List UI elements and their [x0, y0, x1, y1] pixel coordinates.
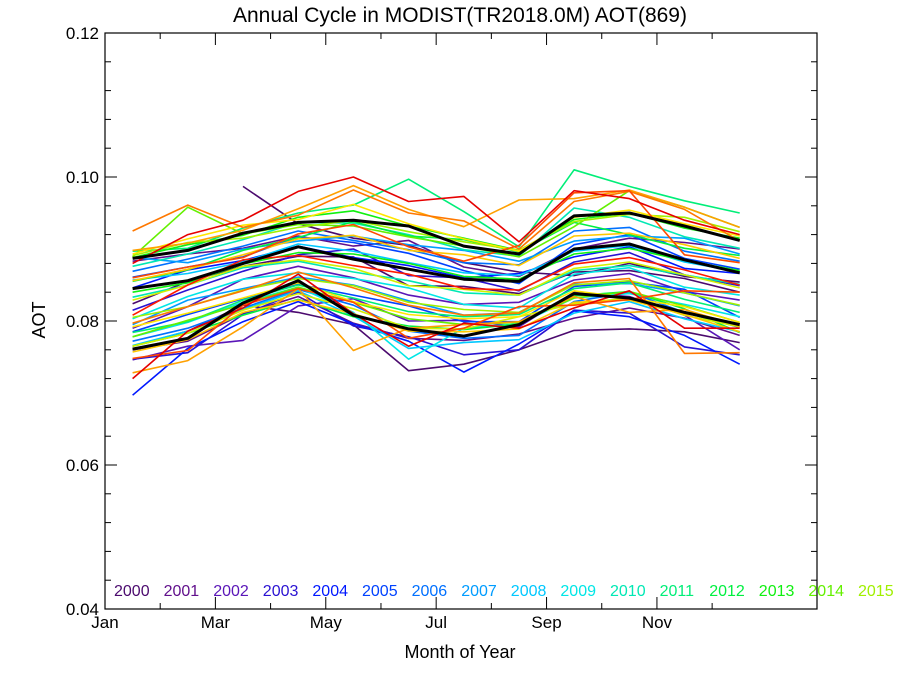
- legend: 2000 2001 2002 2003 2004 2005 2006 2007 2008 2009…: [114, 583, 894, 600]
- y-tick-label: 0.08: [66, 312, 99, 331]
- series-line-41: [132, 287, 740, 374]
- series-line-10: [132, 300, 741, 396]
- legend-entry-2007: 2007: [461, 583, 497, 600]
- series-line-42: [132, 189, 741, 250]
- legend-entry-2001: 2001: [164, 583, 200, 600]
- series-line-47: [132, 176, 740, 265]
- y-axis-label: AOT: [29, 301, 49, 338]
- series-line-38: [132, 232, 740, 282]
- x-tick-label: Mar: [201, 613, 231, 632]
- series-line-8: [132, 248, 740, 311]
- series-line-46: [132, 254, 740, 316]
- x-axis-label: Month of Year: [404, 642, 515, 662]
- y-tick-label: 0.12: [66, 24, 99, 43]
- series-line-36: [132, 203, 740, 255]
- series-line-34: [132, 259, 740, 301]
- series-line-20: [132, 266, 740, 320]
- y-tick-label: 0.06: [66, 456, 99, 475]
- series-line-15: [132, 226, 740, 273]
- series-line-51: [132, 279, 741, 351]
- legend-entry-2010: 2010: [610, 583, 646, 600]
- legend-entry-2005: 2005: [362, 583, 398, 600]
- legend-entry-2012: 2012: [709, 583, 745, 600]
- series-line-24: [132, 169, 740, 252]
- legend-entry-2013: 2013: [759, 583, 795, 600]
- legend-entry-2006: 2006: [412, 583, 448, 600]
- series-line-26: [132, 220, 740, 283]
- series-line-40: [132, 184, 740, 252]
- series-line-43: [132, 271, 740, 355]
- legend-entry-2000: 2000: [114, 583, 150, 600]
- series-line-49: [132, 211, 741, 260]
- series-line-48: [132, 273, 740, 380]
- legend-entry-2003: 2003: [263, 583, 299, 600]
- series-line-6: [132, 265, 740, 329]
- x-tick-label: Sep: [531, 613, 561, 632]
- legend-entry-2014: 2014: [808, 583, 844, 600]
- x-tick-label: Jul: [425, 613, 447, 632]
- axes: 0.04 0.06 0.08 0.10 0.12 Jan Mar May Jul Sep Nov: [66, 24, 818, 632]
- series-line-50: [132, 242, 741, 291]
- series-line-21: [132, 286, 740, 360]
- legend-entry-2009: 2009: [560, 583, 596, 600]
- legend-entry-2002: 2002: [213, 583, 249, 600]
- legend-entry-2011: 2011: [660, 583, 695, 600]
- y-tick-label: 0.04: [66, 600, 99, 619]
- series-line-30: [132, 286, 740, 338]
- series-line-25: [132, 282, 740, 334]
- x-tick-label: May: [310, 613, 343, 632]
- legend-entry-2015: 2015: [858, 583, 894, 600]
- plot-area: [132, 169, 741, 396]
- legend-entry-2004: 2004: [312, 583, 348, 600]
- chart-title: Annual Cycle in MODIST(TR2018.0M) AOT(86…: [233, 4, 687, 27]
- x-tick-label: Nov: [642, 613, 673, 632]
- x-tick-label: Jan: [91, 613, 118, 632]
- legend-entry-2008: 2008: [511, 583, 547, 600]
- y-tick-label: 0.10: [66, 168, 99, 187]
